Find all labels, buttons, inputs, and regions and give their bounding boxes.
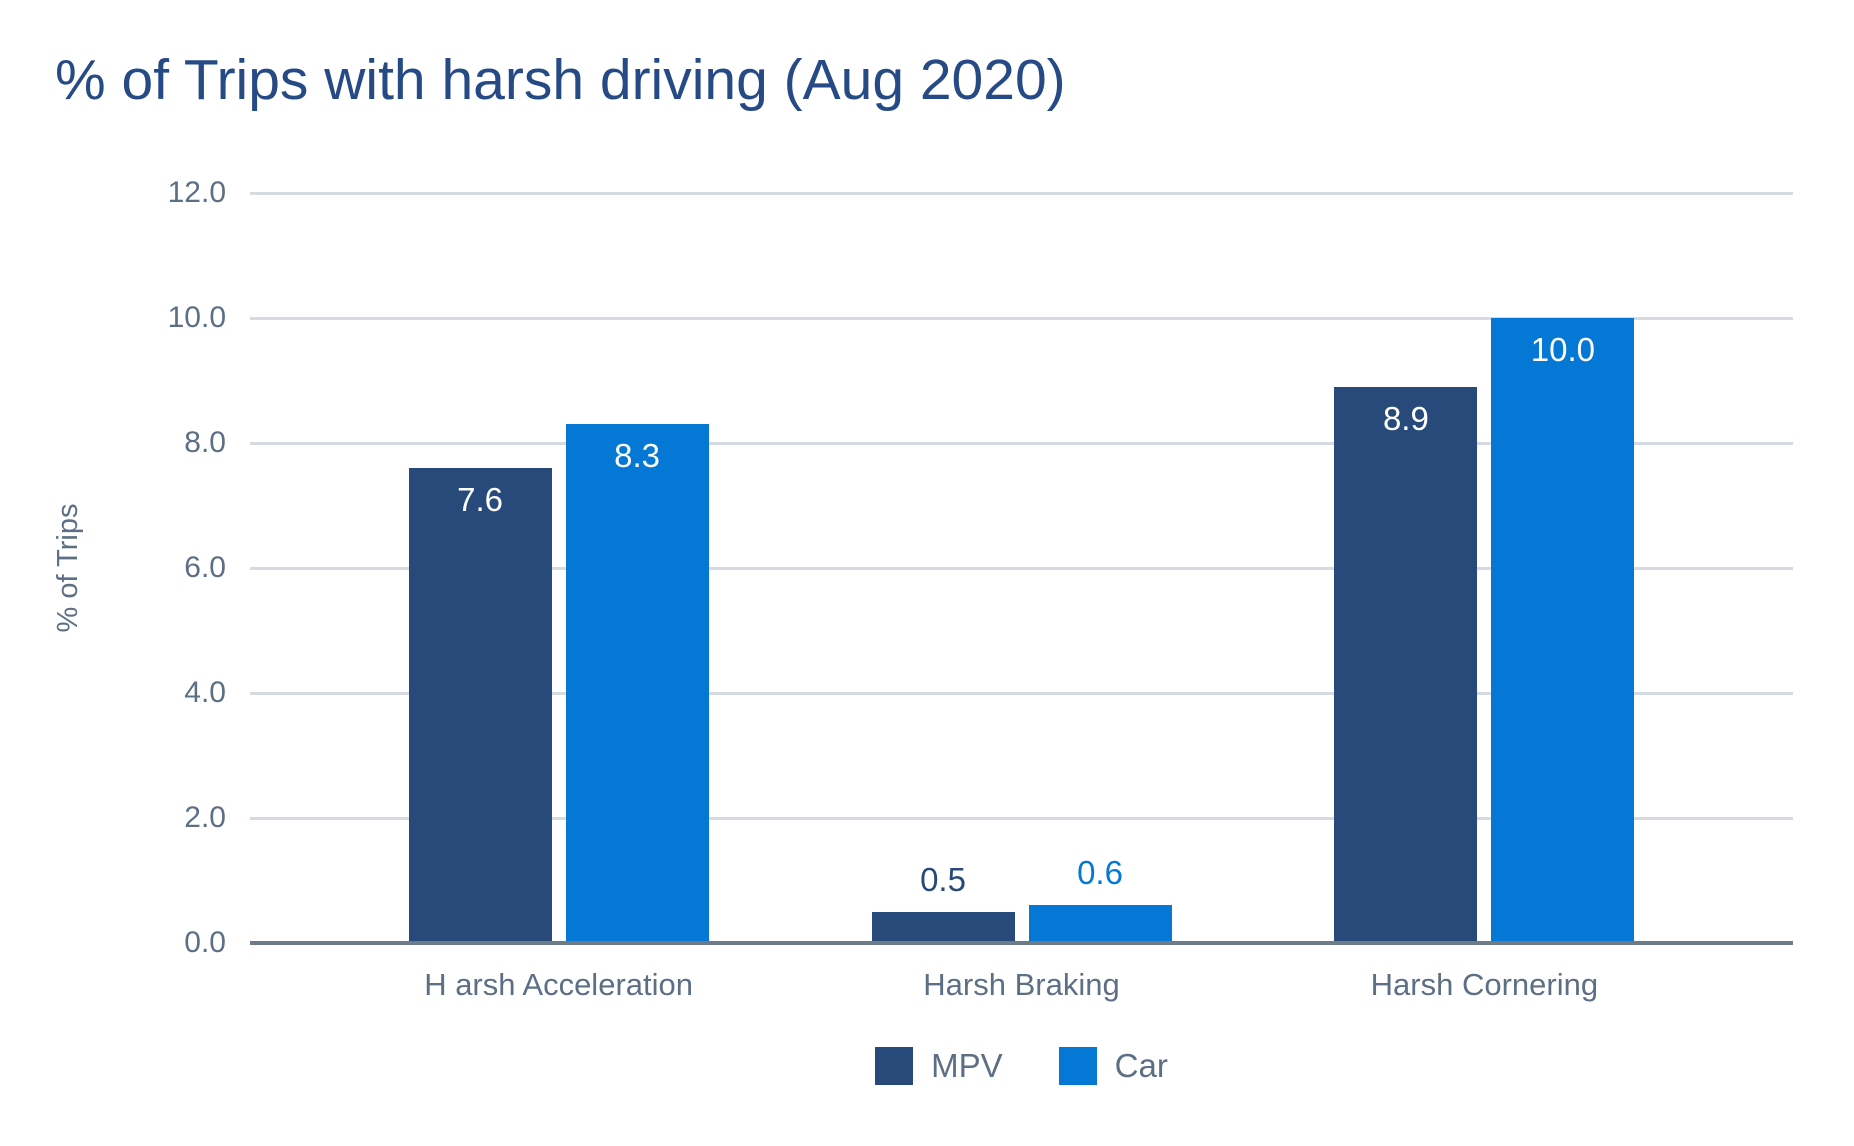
y-tick-label: 10.0: [167, 301, 226, 334]
gridline: [250, 692, 1793, 695]
x-axis-label: Harsh Braking: [923, 967, 1120, 1002]
bar-value-label: 7.6: [457, 481, 504, 518]
bar-car: [565, 424, 709, 943]
y-axis-title: % of Trips: [52, 503, 84, 633]
bar-mpv: [1334, 387, 1478, 943]
gridline: [250, 817, 1793, 820]
chart-title: % of Trips with harsh driving (Aug 2020): [55, 48, 1066, 112]
y-tick-label: 0.0: [184, 926, 226, 959]
legend-swatch-car-icon: [1058, 1047, 1097, 1085]
legend: MPV Car: [250, 1046, 1793, 1086]
bar-car: [1028, 905, 1172, 943]
bar-mpv: [871, 912, 1015, 943]
bar-mpv: [408, 468, 552, 943]
y-tick-label: 8.0: [184, 426, 226, 459]
y-tick-label: 2.0: [184, 801, 226, 834]
legend-label-mpv: MPV: [931, 1047, 1003, 1084]
legend-label-car: Car: [1114, 1047, 1168, 1084]
y-tick-label: 4.0: [184, 676, 226, 709]
bar-value-label: 8.9: [1382, 400, 1429, 437]
legend-item-mpv: MPV: [875, 1046, 1003, 1086]
bar-value-label: 0.5: [920, 861, 966, 898]
bar-value-label: 0.6: [1077, 854, 1123, 891]
bar-car: [1491, 318, 1635, 943]
y-tick-label: 6.0: [184, 551, 226, 584]
y-tick-label: 12.0: [167, 176, 226, 209]
gridline: [250, 192, 1793, 195]
gridline: [250, 317, 1793, 320]
x-axis-label: H arsh Acceleration: [424, 967, 693, 1002]
x-axis-label: Harsh Cornering: [1370, 967, 1599, 1002]
x-axis-line: [250, 941, 1793, 945]
bar-value-label: 10.0: [1530, 331, 1595, 368]
gridline: [250, 442, 1793, 445]
legend-item-car: Car: [1058, 1046, 1168, 1086]
legend-swatch-mpv-icon: [875, 1047, 914, 1085]
bar-value-label: 8.3: [614, 437, 661, 474]
gridline: [250, 567, 1793, 570]
